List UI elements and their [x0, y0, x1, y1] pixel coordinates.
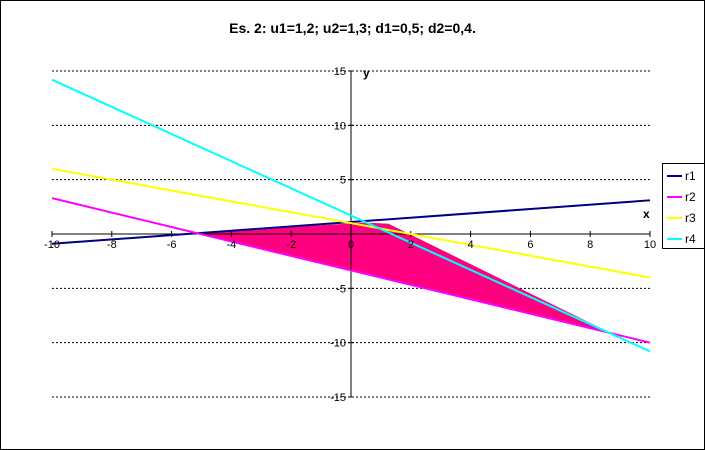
x-tick-label: -8 — [107, 239, 117, 251]
legend-label-r3: r3 — [685, 211, 696, 225]
series-line-r2 — [51, 197, 651, 344]
x-tick-label: 0 — [348, 239, 354, 251]
y-tick-label: 10 — [334, 120, 346, 132]
y-tick-label: -15 — [330, 392, 346, 404]
legend-label-r2: r2 — [685, 190, 696, 204]
y-tick-label: -10 — [330, 338, 346, 350]
x-tick-label: -2 — [286, 239, 296, 251]
x-tick-label: 10 — [644, 239, 656, 251]
x-tick-label: -10 — [44, 239, 60, 251]
x-tick-label: 8 — [587, 239, 593, 251]
chart-title: Es. 2: u1=1,2; u2=1,3; d1=0,5; d2=0,4. — [229, 20, 476, 36]
x-tick-label: 2 — [408, 239, 414, 251]
x-tick-label: -4 — [227, 239, 237, 251]
x-tick-label: -6 — [167, 239, 177, 251]
legend-label-r1: r1 — [685, 169, 696, 183]
tick-labels: -10 -8 -6 -4 -2 0 2 4 6 8 10 -15 -10 -5 5 10 15 — [44, 66, 656, 404]
series-line-r4 — [51, 78, 651, 353]
series-line-r3 — [51, 167, 651, 279]
series-layer — [51, 78, 651, 353]
x-tick-label: 4 — [468, 239, 474, 251]
y-tick-label: -5 — [336, 283, 346, 295]
y-tick-label: 5 — [340, 175, 346, 187]
series-line-r1 — [51, 199, 651, 245]
x-axis-label: x — [643, 207, 650, 221]
legend-label-r4: r4 — [685, 232, 696, 246]
y-axis-label: y — [363, 66, 370, 80]
y-tick-label: 15 — [334, 66, 346, 78]
legend: r1 r2 r3 r4 — [662, 163, 705, 249]
x-tick-label: 6 — [527, 239, 533, 251]
